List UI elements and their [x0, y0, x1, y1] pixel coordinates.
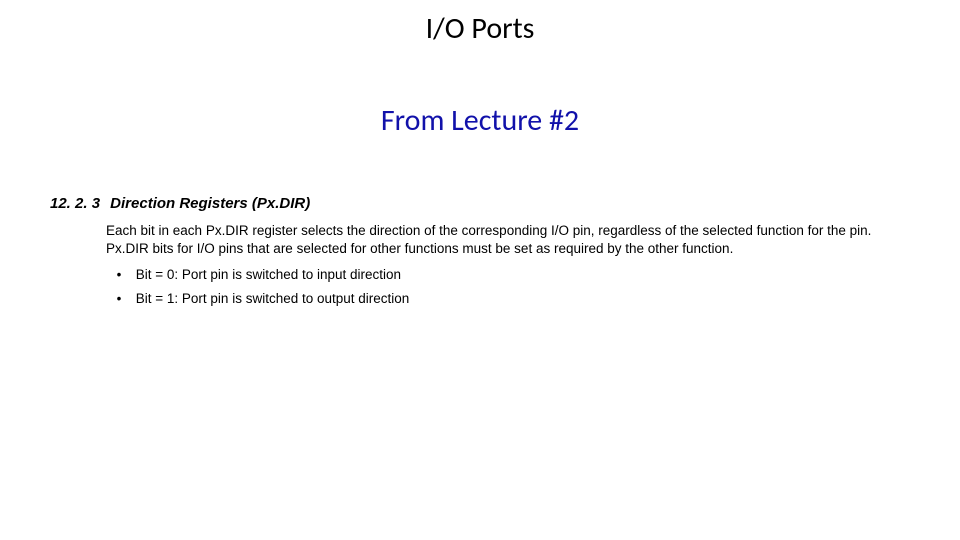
page-title: I/O Ports	[0, 10, 960, 47]
page-subtitle: From Lecture #2	[0, 102, 960, 139]
list-item: • Bit = 1: Port pin is switched to outpu…	[106, 287, 910, 311]
bullet-list: • Bit = 0: Port pin is switched to input…	[106, 263, 910, 312]
bullet-text: Bit = 0: Port pin is switched to input d…	[136, 267, 401, 282]
bullet-text: Bit = 1: Port pin is switched to output …	[136, 291, 410, 306]
section-heading: 12. 2. 3 Direction Registers (Px.DIR)	[50, 195, 910, 212]
bullet-icon: •	[106, 287, 132, 311]
section-title: Direction Registers (Px.DIR)	[110, 195, 310, 212]
section-number: 12. 2. 3	[50, 195, 106, 212]
bullet-icon: •	[106, 263, 132, 287]
section-block: 12. 2. 3 Direction Registers (Px.DIR) Ea…	[50, 195, 910, 312]
section-paragraph: Each bit in each Px.DIR register selects…	[106, 222, 910, 257]
list-item: • Bit = 0: Port pin is switched to input…	[106, 263, 910, 287]
